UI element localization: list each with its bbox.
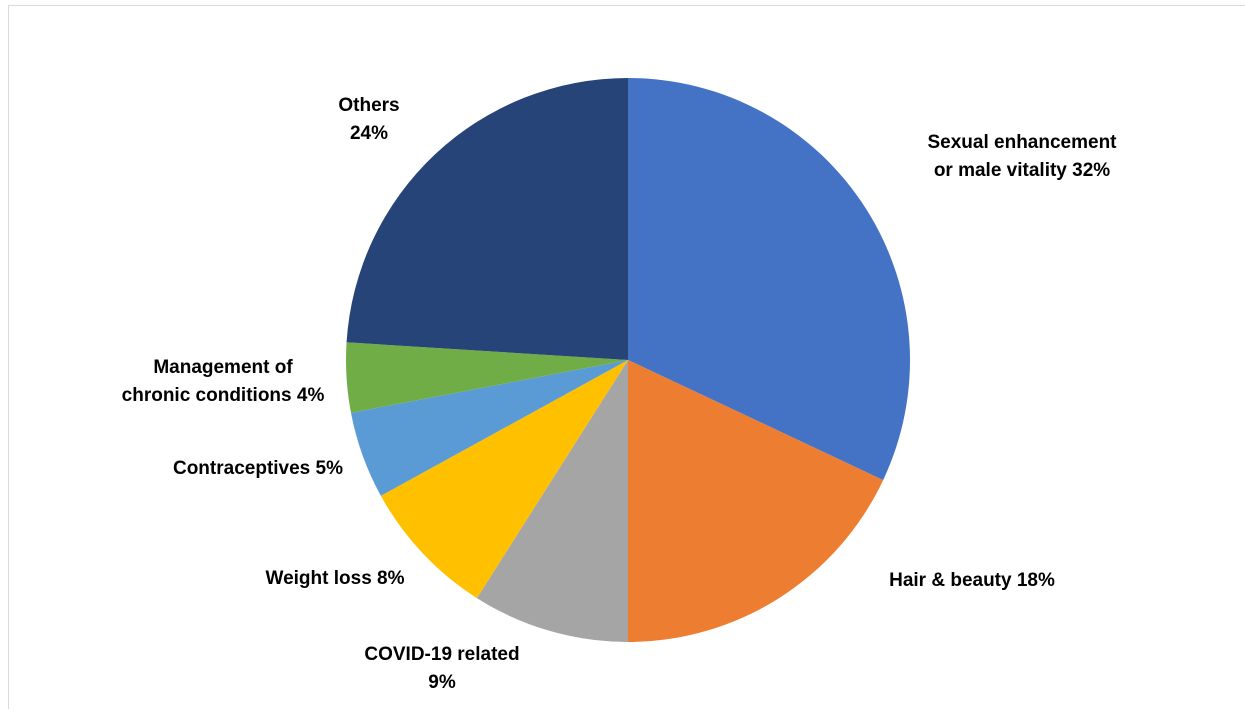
pie-labels: Sexual enhancement or male vitality 32% Ha… [122, 95, 1118, 693]
pie-slices [346, 78, 910, 642]
data-label-line: Sexual enhancement [927, 132, 1117, 153]
pie-slice-contraceptives [350, 360, 628, 496]
data-label-line: chronic conditions 4% [122, 385, 325, 406]
pie-slice-hair-beauty [628, 360, 884, 642]
data-label-line: 9% [428, 672, 456, 693]
pie-slice-weight-loss [380, 360, 628, 599]
pie-chart: Sexual enhancement or male vitality 32% Ha… [122, 78, 1118, 693]
data-label-covid-19-related: COVID-19 related 9% [364, 644, 519, 693]
data-label-line: Others [338, 95, 399, 116]
data-label-line: 24% [350, 123, 388, 144]
pie-slice-management-of-chronic-conditions [346, 342, 628, 413]
chart-frame: Sexual enhancement or male vitality 32% Ha… [8, 5, 1245, 709]
data-label-line: Weight loss 8% [265, 568, 404, 589]
pie-slice-sexual-enhancement-or-male-vitality [628, 78, 910, 481]
data-label-line: or male vitality 32% [934, 160, 1110, 181]
pie-slice-covid-19-related [476, 360, 628, 642]
data-label-line: Contraceptives 5% [173, 458, 343, 479]
data-label-line: Hair & beauty 18% [889, 570, 1055, 591]
data-label-contraceptives: Contraceptives 5% [173, 458, 343, 479]
data-label-hair-beauty: Hair & beauty 18% [889, 570, 1055, 591]
data-label-others: Others 24% [338, 95, 399, 144]
data-label-line: Management of [153, 357, 293, 378]
data-label-sexual-enhancement-or-male-vitality: Sexual enhancement or male vitality 32% [927, 132, 1117, 181]
data-label-weight-loss: Weight loss 8% [265, 568, 404, 589]
data-label-management-of-chronic-conditions: Management of chronic conditions 4% [122, 357, 325, 406]
data-label-line: COVID-19 related [364, 644, 519, 665]
pie-slice-others [346, 78, 628, 360]
